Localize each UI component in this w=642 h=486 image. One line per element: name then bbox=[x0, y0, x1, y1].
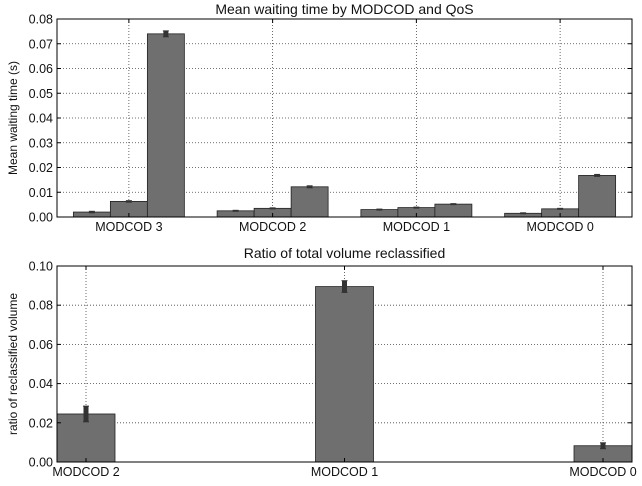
x-tick-label: MODCOD 3 bbox=[95, 220, 162, 234]
bar bbox=[360, 209, 399, 218]
bar bbox=[434, 203, 473, 218]
y-tick-label: 0.03 bbox=[29, 136, 53, 150]
x-tick-label: MODCOD 1 bbox=[311, 465, 378, 479]
y-tick-label: 0.04 bbox=[29, 112, 53, 126]
waiting-time-chart: Mean waiting time by MODCOD and QoS Mean… bbox=[6, 1, 633, 234]
x-tick-label: MODCOD 2 bbox=[52, 465, 119, 479]
bar bbox=[578, 175, 617, 218]
y-tick-label: 0.04 bbox=[29, 377, 53, 391]
x-tick-label: MODCOD 0 bbox=[569, 465, 636, 479]
y-axis-label: Mean waiting time (s) bbox=[6, 61, 20, 175]
reclassified-volume-chart: Ratio of total volume reclassified ratio… bbox=[6, 245, 637, 479]
y-tick-label: 0.10 bbox=[29, 260, 53, 274]
chart-title: Mean waiting time by MODCOD and QoS bbox=[215, 1, 473, 17]
y-tick-label: 0.01 bbox=[29, 186, 53, 200]
y-tick-label: 0.00 bbox=[29, 456, 53, 470]
grid-lines bbox=[57, 19, 632, 217]
bars bbox=[72, 33, 617, 218]
y-tick-label: 0.02 bbox=[29, 416, 53, 430]
bar bbox=[146, 33, 185, 218]
y-tick-label: 0.07 bbox=[29, 37, 53, 51]
chart-title: Ratio of total volume reclassified bbox=[244, 245, 446, 261]
bars bbox=[56, 286, 633, 463]
y-tick-label: 0.00 bbox=[29, 211, 53, 225]
y-tick-label: 0.05 bbox=[29, 87, 53, 101]
y-tick-label: 0.02 bbox=[29, 161, 53, 175]
y-tick-label: 0.08 bbox=[29, 13, 53, 27]
error-bars bbox=[88, 30, 601, 215]
y-tick-label: 0.06 bbox=[29, 338, 53, 352]
plot-frame bbox=[56, 18, 633, 218]
tick-labels: 0.00 0.02 0.04 0.06 0.08 0.10 MODCOD 2 MODCOD 1… bbox=[29, 260, 637, 480]
error-bars bbox=[83, 280, 606, 450]
y-axis-label: ratio of reclassified volume bbox=[6, 293, 20, 435]
x-tick-label: MODCOD 2 bbox=[239, 220, 306, 234]
y-tick-label: 0.08 bbox=[29, 299, 53, 313]
x-tick-label: MODCOD 0 bbox=[526, 220, 593, 234]
bar bbox=[290, 186, 329, 218]
tick-labels: 0.00 0.01 0.02 0.03 0.04 0.05 0.06 0.07 0.08 MODC… bbox=[29, 13, 632, 234]
x-tick-label: MODCOD 1 bbox=[383, 220, 450, 234]
bar bbox=[315, 286, 374, 463]
y-tick-label: 0.06 bbox=[29, 62, 53, 76]
